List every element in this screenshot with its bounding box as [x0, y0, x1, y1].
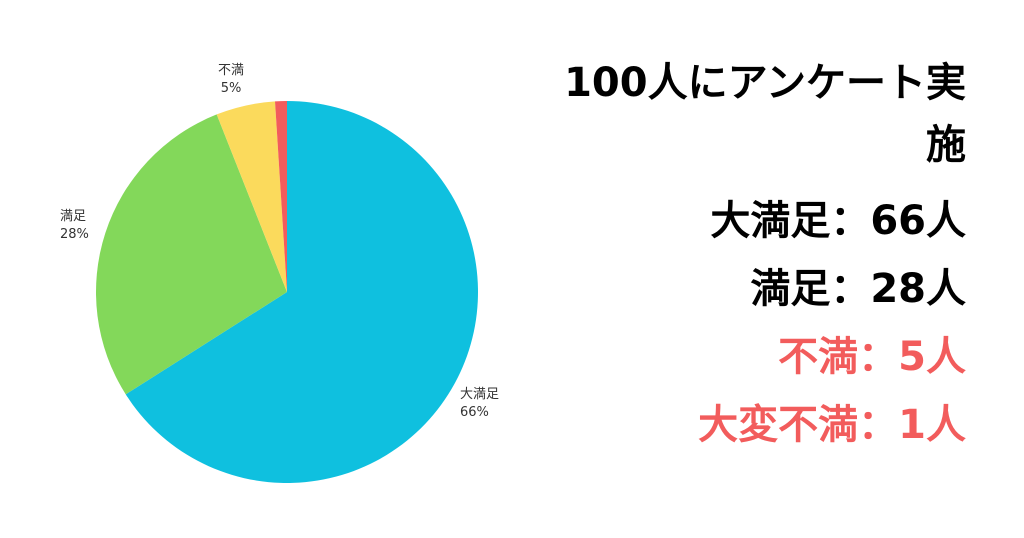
- summary-line-fuman: 不満：5人: [778, 334, 966, 380]
- slice-label-name: 不満: [218, 63, 245, 78]
- slice-label-percent: 28%: [60, 227, 89, 242]
- survey-summary: 100人にアンケート実施 大満足：66人 満足：28人 不満：5人 大変不満：1…: [526, 52, 966, 468]
- pie-slice-manzoku: [95, 114, 287, 395]
- summary-line-manzoku: 満足：28人: [750, 266, 966, 312]
- slice-label-name: 満足: [60, 209, 87, 224]
- pie-slice-fuman: [216, 101, 287, 292]
- slice-label-manzoku: 満足 28%: [60, 208, 89, 244]
- slice-label-percent: 5%: [220, 81, 242, 96]
- slice-label-name: 大満足: [460, 387, 500, 402]
- pie-slice-taihen-fuman: [275, 101, 287, 292]
- summary-title: 100人にアンケート実施: [564, 60, 966, 168]
- pie-slice-daimanzoku: [125, 101, 478, 484]
- summary-line-taihen-fuman: 大変不満：1人: [698, 402, 966, 448]
- summary-line-daimanzoku: 大満足：66人: [710, 198, 966, 244]
- slice-label-percent: 66%: [460, 405, 489, 420]
- pie-chart: 大満足 66% 満足 28% 不満 5%: [60, 62, 499, 484]
- slice-label-fuman: 不満 5%: [218, 62, 244, 98]
- pie-chart-svg: [95, 101, 478, 484]
- slice-label-daimanzoku: 大満足 66%: [460, 386, 499, 422]
